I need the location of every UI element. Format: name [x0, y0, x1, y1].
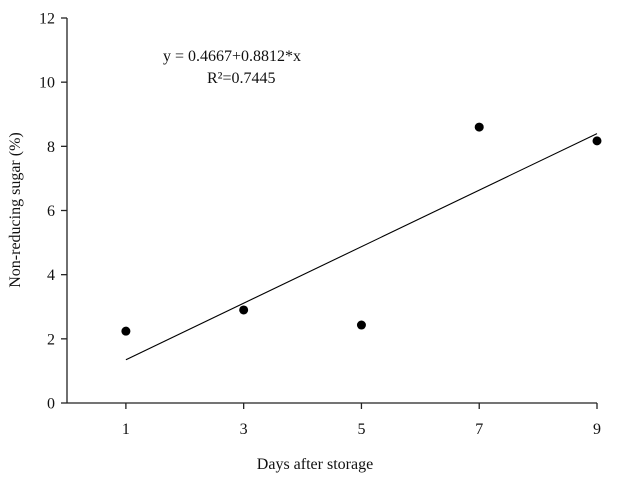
x-axis: 1 3 5 7 9 — [67, 402, 601, 438]
x-tick-label: 9 — [593, 421, 601, 438]
regression-line — [125, 133, 598, 361]
x-tick-label: 1 — [122, 421, 130, 438]
y-tick-label: 2 — [47, 331, 55, 348]
annotation-text: y = 0.4667+0.8812*x — [163, 48, 301, 65]
y-tick-label: 8 — [47, 139, 55, 156]
data-point — [474, 122, 484, 132]
annotation-text: R²=0.7445 — [207, 70, 276, 87]
regression-equation: y = 0.4667+0.8812*x R²=0.7445 — [163, 48, 301, 87]
data-point — [239, 305, 249, 315]
y-tick-label: 12 — [39, 11, 55, 28]
data-point — [356, 320, 366, 330]
y-axis: 0 2 4 6 8 10 12 — [39, 11, 68, 413]
y-tick-label: 6 — [47, 203, 55, 220]
y-axis-title: Non-reducing sugar (%) — [7, 132, 24, 288]
y-tick-label: 4 — [47, 267, 55, 284]
y-tick-label: 10 — [39, 75, 55, 92]
y-tick-label: 0 — [47, 396, 55, 413]
data-points — [121, 122, 602, 336]
data-point — [592, 136, 602, 146]
data-point — [121, 326, 131, 336]
x-tick-label: 7 — [475, 421, 483, 438]
x-axis-title: Days after storage — [257, 456, 373, 473]
x-tick-label: 5 — [357, 421, 365, 438]
x-tick-label: 3 — [240, 421, 248, 438]
